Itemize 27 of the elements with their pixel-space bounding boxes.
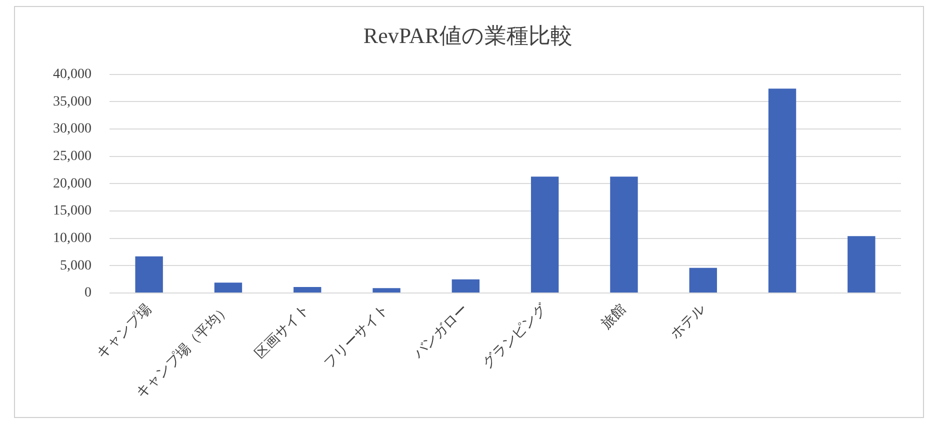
bar — [452, 279, 480, 293]
bar — [848, 236, 876, 293]
y-tick-label: 30,000 — [53, 122, 92, 137]
y-tick-label: 0 — [84, 286, 92, 301]
bar — [372, 288, 400, 293]
chart-title: RevPAR値の業種比較 — [363, 22, 573, 48]
bar — [214, 282, 242, 293]
y-tick-label: 40,000 — [53, 67, 92, 82]
x-tick-label: キャンプ場 — [94, 301, 154, 362]
y-tick-label: 35,000 — [53, 94, 92, 110]
y-tick-label: 15,000 — [53, 204, 92, 219]
y-tick-label: 10,000 — [53, 231, 92, 246]
x-tick-label: バンガロー — [410, 302, 472, 363]
bar — [294, 287, 322, 293]
x-tick-label: グランピング — [480, 301, 551, 372]
bar — [530, 176, 559, 293]
bar — [135, 256, 163, 293]
bar — [610, 176, 638, 293]
y-tick-label: 5,000 — [60, 258, 92, 274]
y-tick-label: 25,000 — [53, 149, 92, 164]
x-tick-label: 区画サイト — [252, 302, 313, 362]
bar — [768, 88, 796, 293]
x-tick-label: ホテル — [668, 302, 709, 342]
x-tick-label: 旅館 — [598, 301, 630, 332]
x-tick-label: フリーサイト — [322, 302, 392, 372]
bar — [689, 268, 717, 293]
y-tick-label: 20,000 — [53, 176, 92, 192]
